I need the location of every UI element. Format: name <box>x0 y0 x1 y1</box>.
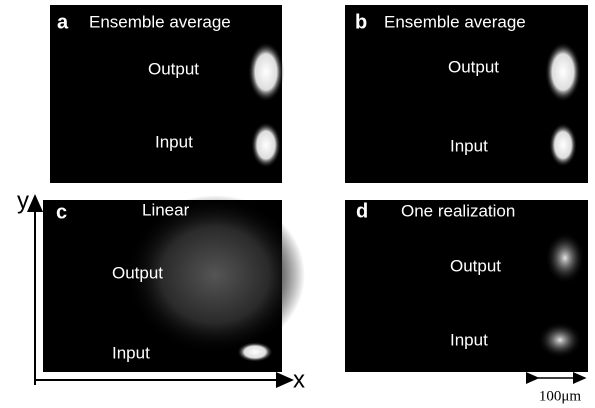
panel-d: d One realization Output Input <box>345 200 588 372</box>
figure: a Ensemble average Output Input b Ensemb… <box>0 0 595 408</box>
label: Output <box>450 256 501 275</box>
scale-label: 100μm <box>539 388 582 404</box>
spot <box>549 123 577 167</box>
panel-title: One realization <box>401 201 515 220</box>
image <box>50 5 282 183</box>
label: Input <box>155 132 193 151</box>
label: Input <box>450 330 488 349</box>
panel-letter: a <box>57 11 69 33</box>
panel-c: c Linear Output Input <box>43 195 305 372</box>
spot <box>545 42 581 102</box>
panel-title: Ensemble average <box>384 12 526 31</box>
spot <box>237 342 273 362</box>
label: Output <box>148 59 199 78</box>
label: Input <box>112 343 150 362</box>
x-axis-label: x <box>293 366 305 393</box>
panel-b: b Ensemble average Output Input <box>345 5 588 183</box>
panel-letter: c <box>56 201 67 223</box>
y-axis-label: y <box>17 187 29 214</box>
spot <box>538 322 582 358</box>
panel-title: Linear <box>142 200 190 219</box>
panel-a: a Ensemble average Output Input <box>50 5 284 183</box>
spot <box>545 232 585 284</box>
spot <box>251 122 281 168</box>
label: Output <box>448 57 499 76</box>
label: Input <box>450 136 488 155</box>
panel-letter: d <box>356 200 368 222</box>
spot <box>248 42 284 102</box>
panel-letter: b <box>355 11 367 33</box>
panel-title: Ensemble average <box>89 12 231 31</box>
label: Output <box>112 263 163 282</box>
